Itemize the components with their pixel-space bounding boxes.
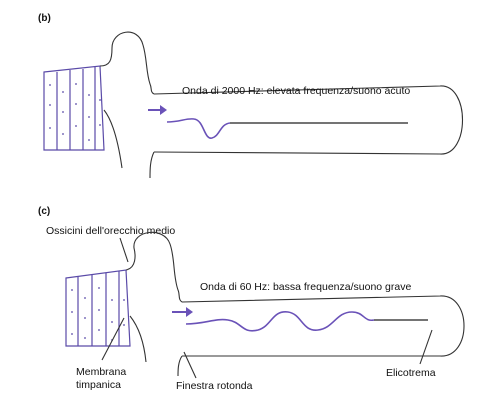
middle-ear-outline-c: [125, 231, 183, 377]
ossicles-label: Ossicini dell'orecchio medio: [46, 225, 175, 237]
round-window-pointer: [183, 351, 197, 379]
panel-b-label: (b): [38, 13, 51, 24]
wave-caption-c: Onda di 60 Hz: bassa frequenza/suono gra…: [200, 281, 411, 293]
helicotrema-label: Elicotrema: [386, 367, 436, 379]
eardrum-label-line2: timpanica: [76, 379, 121, 391]
round-window-label: Finestra rotonda: [176, 380, 253, 392]
cochlea-tube-c: [181, 295, 465, 357]
eardrum-label-line1: Membrana: [76, 366, 126, 378]
basilar-wave-b: [166, 118, 231, 139]
input-arrow-b: [148, 105, 167, 115]
eardrum-pointer: [101, 317, 125, 361]
middle-ear-outline-b: [99, 31, 155, 179]
panel-b: (b): [38, 13, 464, 179]
wave-caption-b: Onda di 2000 Hz: elevata frequenza/suono…: [182, 85, 410, 97]
ear-canal-b: [43, 65, 105, 151]
panel-c: (c) Ossicini dell'orecchio medio: [38, 206, 465, 392]
ear-canal-c: [65, 269, 131, 347]
ossicles-pointer: [119, 237, 129, 263]
panel-c-label: (c): [38, 206, 50, 217]
basilar-wave-c: [185, 311, 375, 332]
input-arrow-c: [172, 307, 193, 317]
helicotrema-pointer: [419, 329, 433, 365]
cochlea-tube-b: [153, 85, 464, 155]
